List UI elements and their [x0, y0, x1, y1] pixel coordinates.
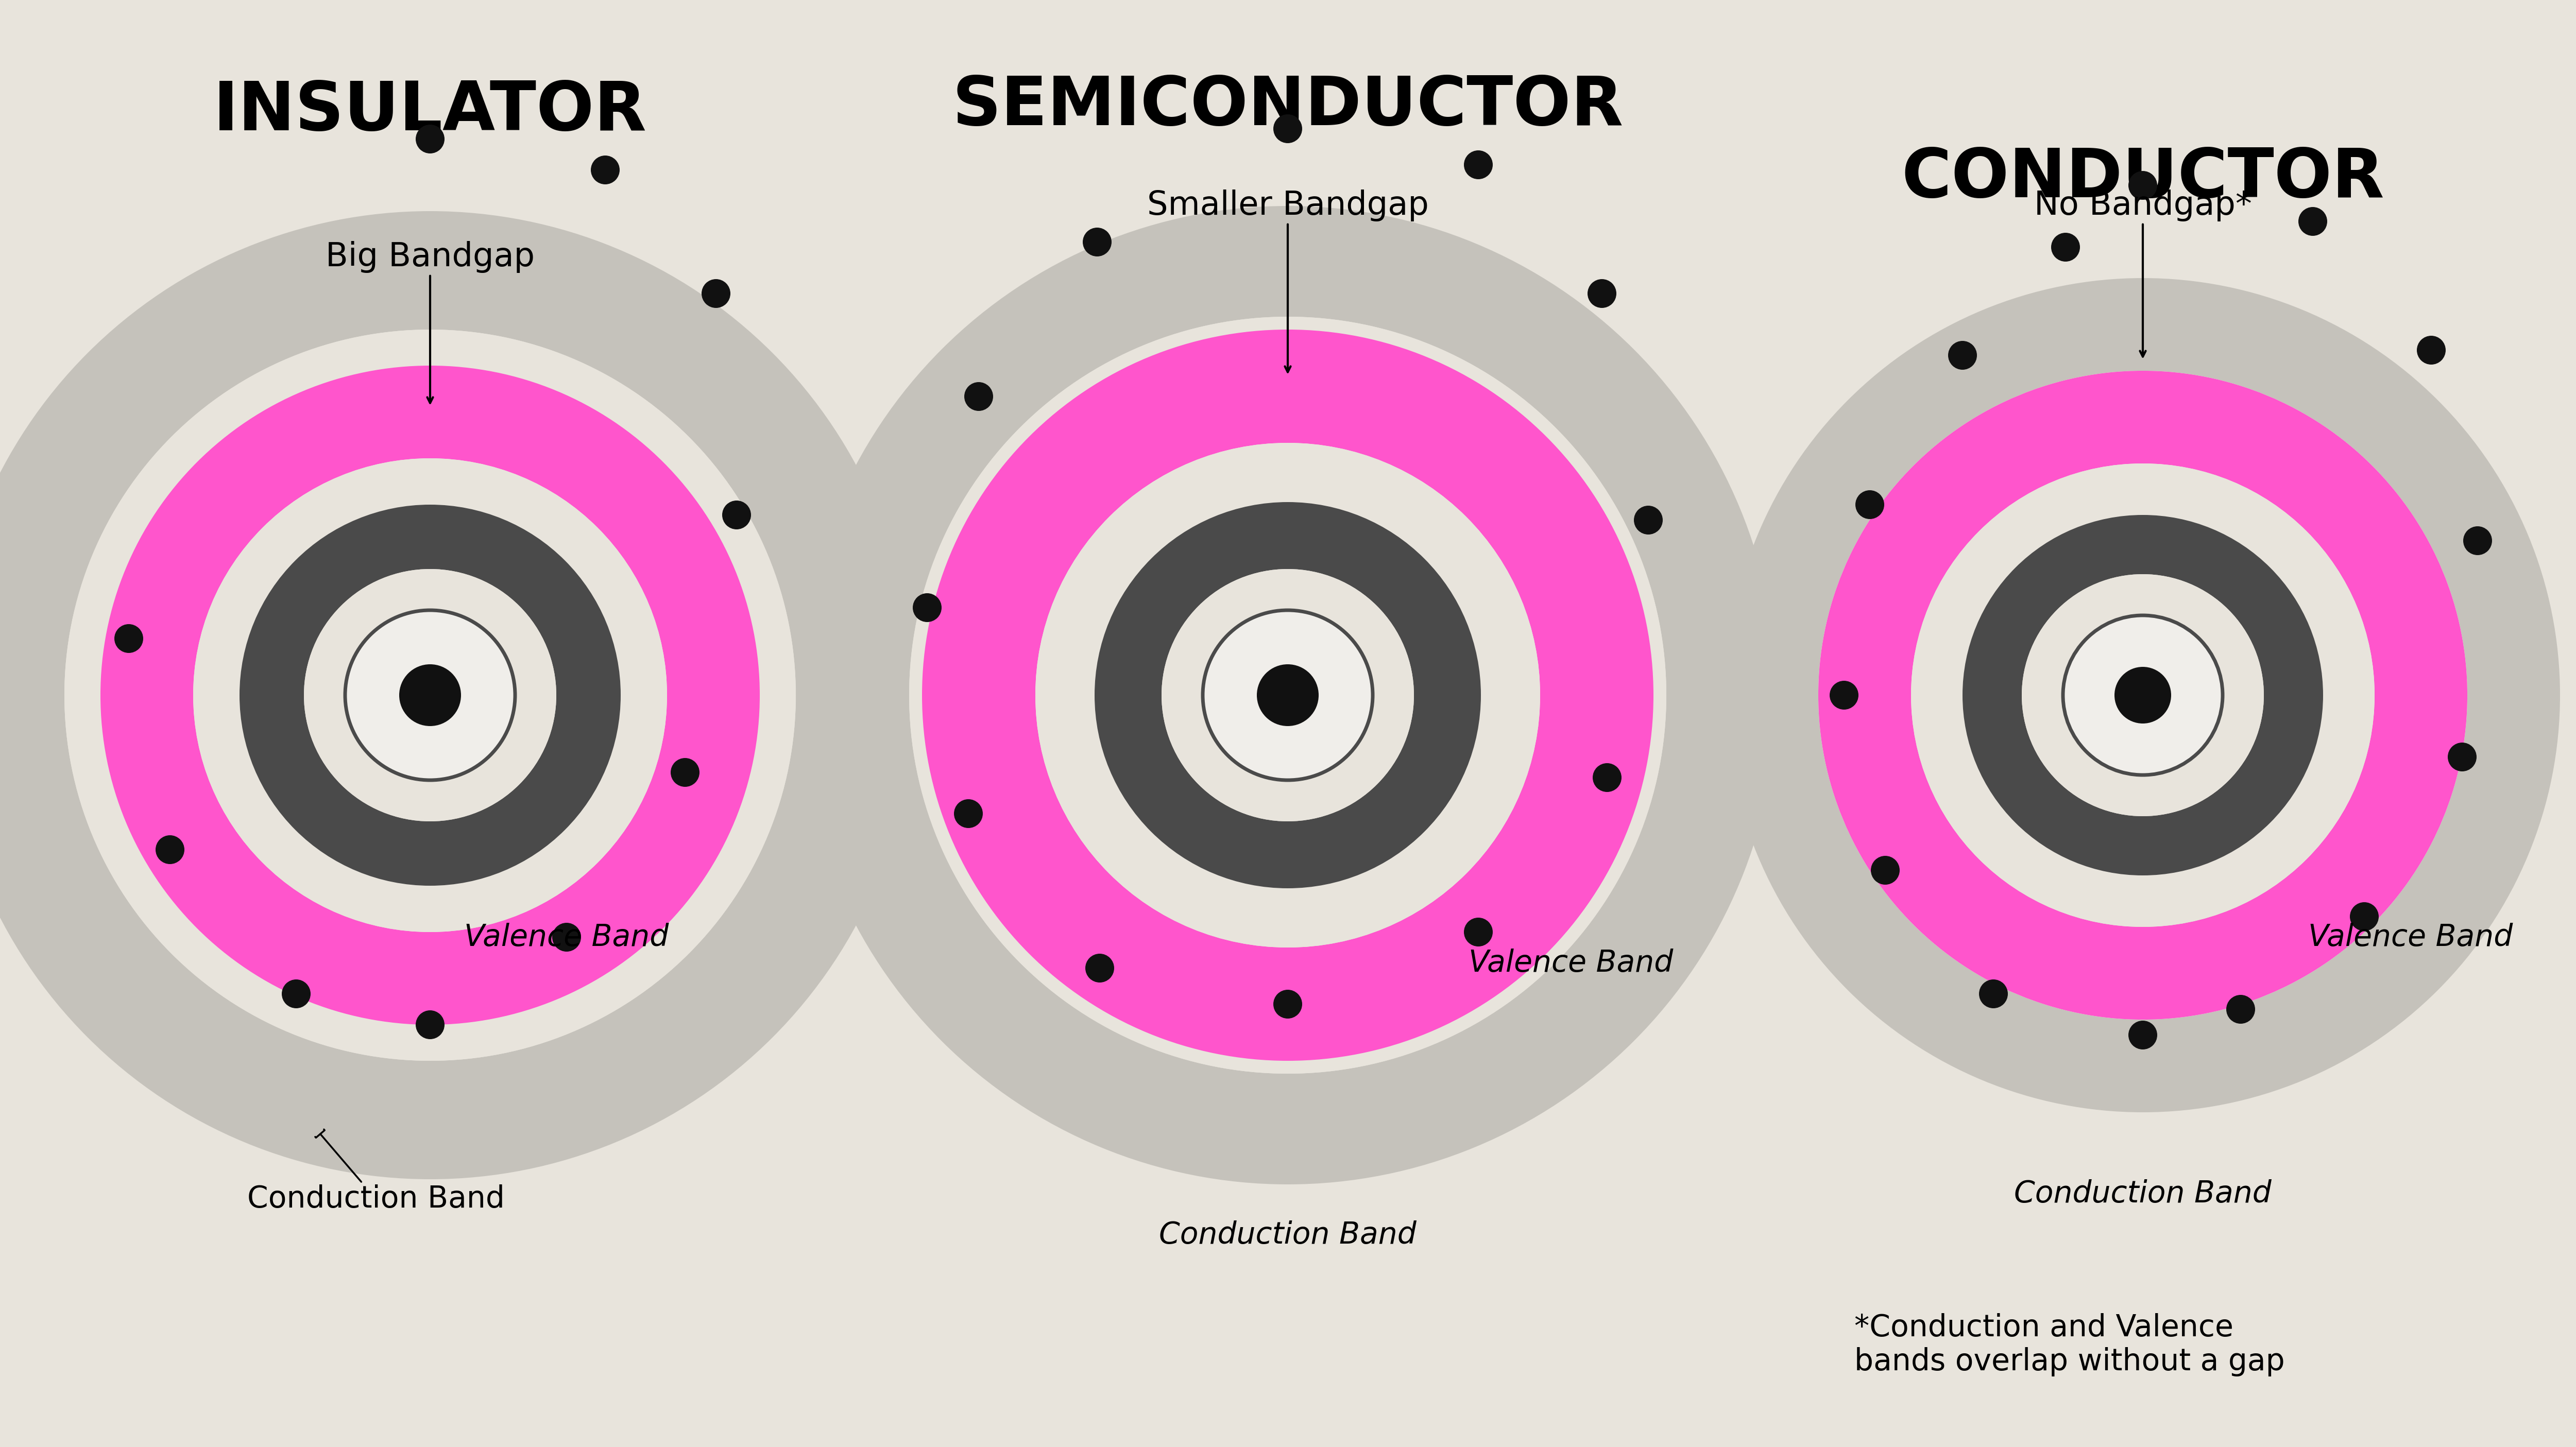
Text: CONDUCTOR: CONDUCTOR [1901, 146, 2385, 211]
Circle shape [1203, 611, 1373, 780]
Text: Valence Band: Valence Band [1468, 948, 1674, 978]
Circle shape [281, 980, 312, 1009]
Circle shape [1829, 680, 1857, 709]
Circle shape [1911, 463, 2375, 928]
Circle shape [590, 155, 621, 184]
Circle shape [113, 624, 144, 653]
Text: Conduction Band: Conduction Band [2014, 1179, 2272, 1208]
Circle shape [922, 330, 1654, 1061]
Circle shape [1463, 150, 1492, 179]
Circle shape [1963, 515, 2324, 875]
Circle shape [670, 758, 701, 787]
Circle shape [304, 569, 556, 822]
Circle shape [701, 279, 732, 308]
Circle shape [1082, 227, 1113, 256]
Circle shape [304, 569, 556, 822]
Circle shape [64, 330, 796, 1061]
Circle shape [1162, 569, 1414, 822]
Circle shape [953, 799, 984, 828]
Text: Valence Band: Valence Band [2308, 923, 2514, 952]
Circle shape [1095, 502, 1481, 888]
Circle shape [912, 593, 943, 622]
Circle shape [1947, 341, 1976, 370]
Circle shape [2128, 171, 2156, 200]
Circle shape [1963, 515, 2324, 875]
Circle shape [1870, 855, 1899, 884]
Text: *Conduction and Valence
bands overlap without a gap: *Conduction and Valence bands overlap wi… [1855, 1312, 2285, 1376]
Circle shape [1978, 980, 2007, 1009]
Circle shape [1633, 505, 1662, 534]
Circle shape [1819, 370, 2468, 1020]
Circle shape [2063, 615, 2223, 776]
Text: Valence Band: Valence Band [464, 923, 670, 952]
Circle shape [799, 205, 1777, 1185]
Circle shape [1855, 491, 1883, 519]
Circle shape [1084, 954, 1115, 983]
Circle shape [2022, 574, 2264, 816]
Circle shape [1592, 763, 1620, 792]
Circle shape [1726, 278, 2561, 1113]
Circle shape [1162, 569, 1414, 822]
Circle shape [2128, 1020, 2156, 1049]
Circle shape [193, 459, 667, 932]
Circle shape [1911, 463, 2375, 928]
Circle shape [2349, 901, 2378, 930]
Circle shape [1273, 114, 1301, 143]
Circle shape [551, 923, 582, 952]
Circle shape [2050, 233, 2079, 262]
Circle shape [1036, 443, 1540, 948]
Text: Smaller Bandgap: Smaller Bandgap [1146, 190, 1430, 372]
Circle shape [1819, 370, 2468, 1020]
Circle shape [2022, 574, 2264, 816]
Circle shape [909, 317, 1667, 1074]
Circle shape [909, 317, 1667, 1074]
Circle shape [64, 330, 796, 1061]
Circle shape [1273, 990, 1301, 1019]
Text: INSULATOR: INSULATOR [214, 78, 647, 145]
Text: No Bandgap*: No Bandgap* [2035, 190, 2251, 356]
Circle shape [100, 366, 760, 1024]
Text: Conduction Band: Conduction Band [247, 1129, 505, 1214]
Circle shape [240, 505, 621, 886]
Circle shape [240, 505, 621, 886]
Circle shape [2226, 996, 2254, 1023]
Circle shape [963, 382, 994, 411]
Circle shape [1257, 664, 1319, 726]
Circle shape [2115, 667, 2172, 724]
Circle shape [1819, 370, 2468, 1020]
Circle shape [2416, 336, 2445, 365]
Circle shape [2298, 207, 2326, 236]
Circle shape [399, 664, 461, 726]
Circle shape [155, 835, 185, 864]
Text: Big Bandgap: Big Bandgap [325, 242, 536, 402]
Circle shape [1463, 917, 1492, 946]
Circle shape [1036, 443, 1540, 948]
Circle shape [2447, 742, 2476, 771]
Circle shape [2463, 527, 2491, 556]
Circle shape [1587, 279, 1615, 308]
Circle shape [415, 124, 446, 153]
Circle shape [1095, 502, 1481, 888]
Circle shape [193, 459, 667, 932]
Circle shape [345, 611, 515, 780]
Text: SEMICONDUCTOR: SEMICONDUCTOR [953, 74, 1623, 139]
Circle shape [415, 1010, 446, 1039]
Text: Conduction Band: Conduction Band [1159, 1220, 1417, 1250]
Circle shape [721, 501, 752, 530]
Circle shape [0, 211, 914, 1179]
